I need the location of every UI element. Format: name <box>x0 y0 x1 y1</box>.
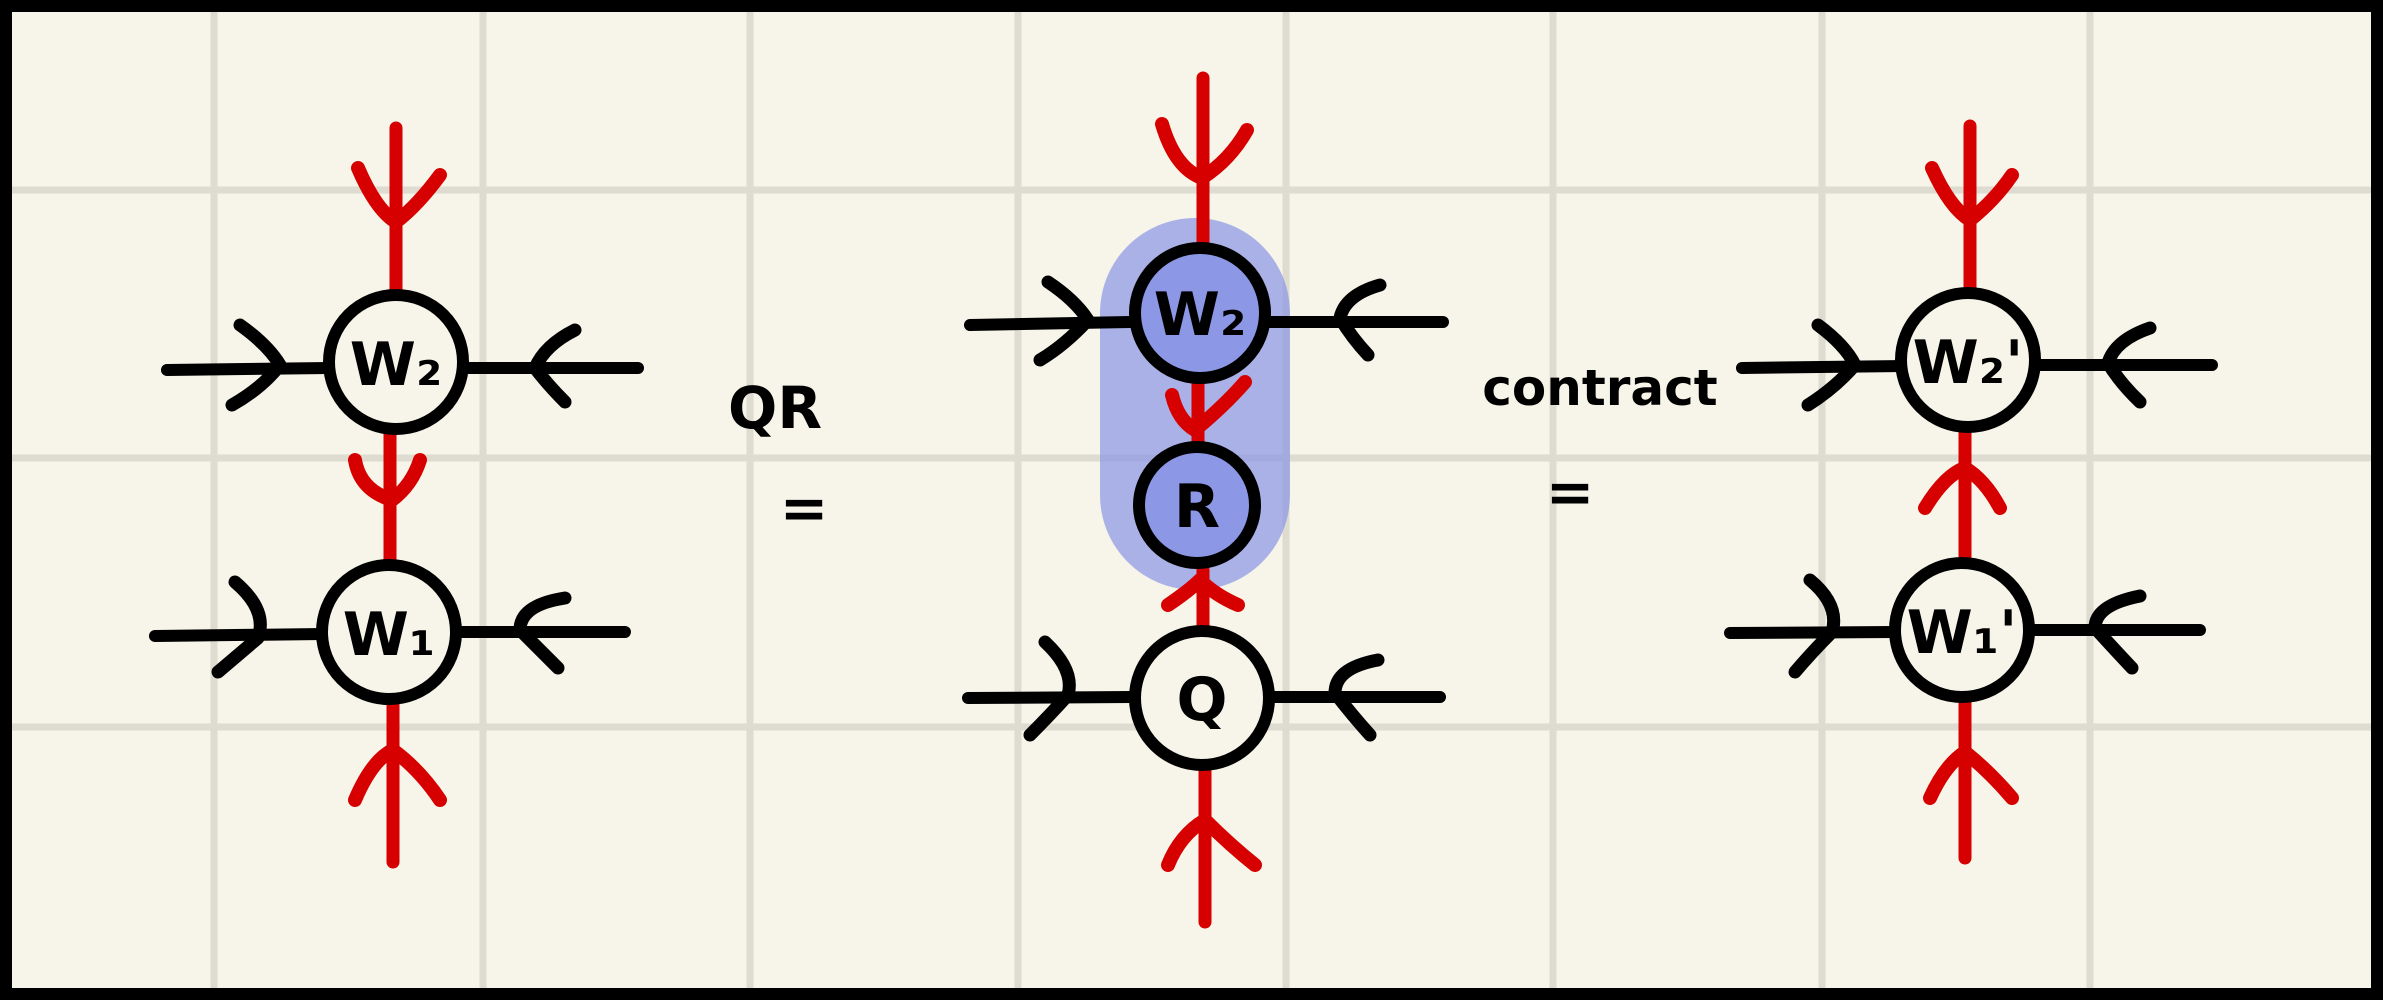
arrow-right-icon <box>1788 573 1841 679</box>
arrow-right-icon <box>1801 318 1862 412</box>
arrow-left-icon <box>2088 589 2147 675</box>
tensor-label: W₂ <box>1154 280 1246 350</box>
tensor-node <box>1129 625 1275 771</box>
tensor-node <box>1133 441 1261 569</box>
arrow-left-icon <box>2101 321 2157 409</box>
arrow-left-icon <box>528 323 582 409</box>
leg-left-black <box>149 628 329 642</box>
equals-sign: = <box>780 474 829 542</box>
arrow-up-icon <box>1918 461 2007 515</box>
arrow-right-icon <box>1023 635 1076 742</box>
arrow-up-icon <box>1161 573 1245 612</box>
tensor-label: W₁' <box>1907 598 2018 668</box>
leg-left-black <box>1724 626 1901 639</box>
middle-network: W₂ R Q <box>962 71 1449 929</box>
arrow-left-icon <box>513 591 572 675</box>
leg-left-black <box>161 362 336 376</box>
tensor-label: R <box>1174 472 1220 542</box>
tensor-node <box>1889 557 2035 703</box>
tensor-node <box>1129 242 1271 384</box>
leg-left-black <box>964 316 1136 331</box>
arrow-right-icon <box>225 318 287 412</box>
arrow-up-icon <box>1923 745 2019 805</box>
left-network: W₂ W₁ <box>149 121 644 869</box>
arrow-left-icon <box>1333 278 1387 362</box>
tensor-node <box>323 289 469 435</box>
arrow-left-icon <box>1328 653 1385 742</box>
arrow-down-icon <box>348 453 427 507</box>
tensor-label: Q <box>1176 665 1227 735</box>
leg-left-black <box>1736 360 1911 374</box>
equals-sign: = <box>1546 458 1595 526</box>
arrow-down-icon <box>1155 117 1254 185</box>
tensor-label: W₂ <box>350 330 442 400</box>
arrow-down-icon <box>351 161 447 229</box>
leg-left-black <box>962 691 1138 704</box>
arrow-right-icon <box>211 575 267 679</box>
operation-label: contract <box>1482 359 1717 417</box>
right-network: W₂' W₁' <box>1724 119 2218 865</box>
tensor-label: W₂' <box>1913 328 2024 398</box>
arrow-up-icon <box>348 743 447 807</box>
arrow-down-icon <box>1925 161 2019 227</box>
tensor-node <box>1895 287 2041 433</box>
tensor-label: W₁ <box>343 600 435 670</box>
arrow-down-icon <box>1165 375 1252 437</box>
qr-operation: QR = <box>728 374 828 542</box>
tensor-node <box>316 559 462 705</box>
arrow-up-icon <box>1161 813 1262 872</box>
contract-operation: contract = <box>1482 359 1717 526</box>
operation-label: QR <box>728 374 822 442</box>
arrow-right-icon <box>1033 275 1095 367</box>
